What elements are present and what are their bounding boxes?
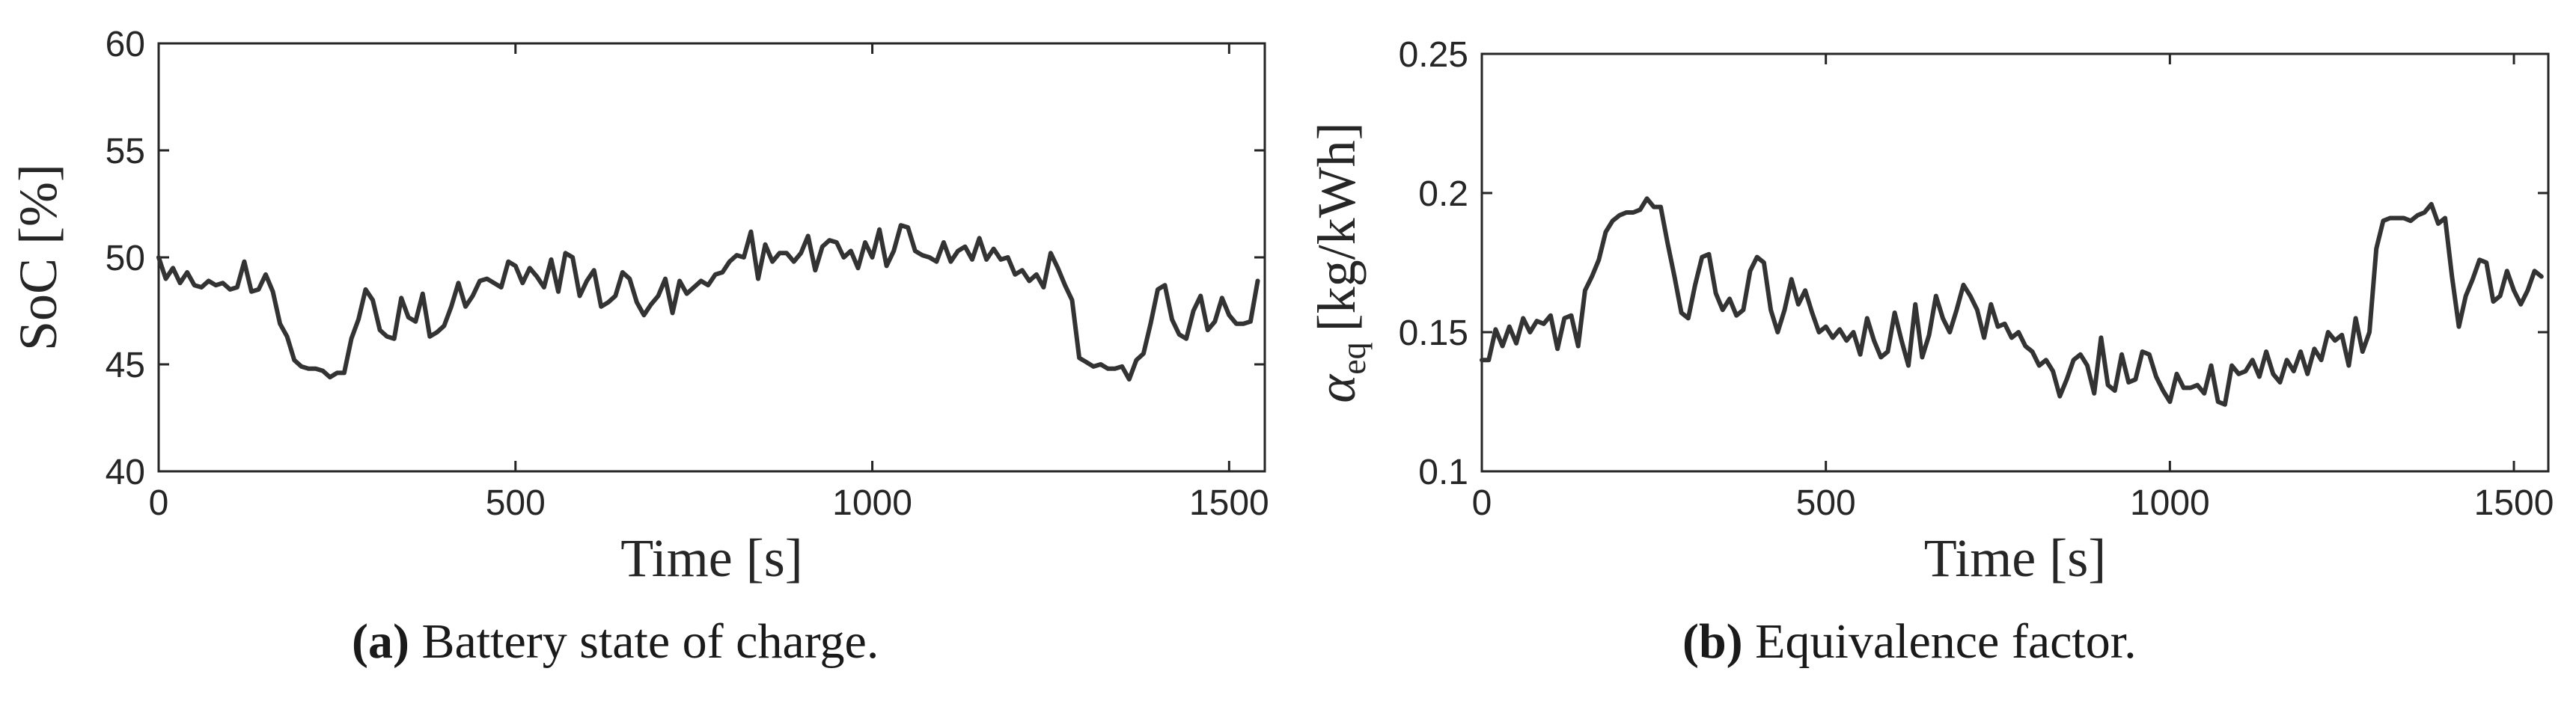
- y-axis-label-symbol: α: [1307, 374, 1367, 403]
- x-axis-label: Time [s]: [620, 528, 802, 588]
- caption-b: (b) Equivalence factor.: [1682, 613, 2137, 670]
- y-tick-label: 0.15: [1399, 313, 1468, 353]
- y-tick-label: 0.25: [1399, 35, 1468, 75]
- caption-a-letter: (a): [352, 614, 409, 669]
- caption-b-letter: (b): [1682, 614, 1743, 669]
- y-tick-label: 0.1: [1418, 453, 1468, 492]
- x-tick-label: 0: [149, 483, 169, 523]
- y-tick-label: 55: [106, 132, 145, 171]
- x-tick-label: 1000: [832, 483, 912, 523]
- x-tick-label: 0: [1472, 483, 1492, 523]
- y-axis-label-subscript: eq: [1334, 342, 1373, 374]
- y-tick-label: 45: [106, 346, 145, 385]
- caption-b-text: Equivalence factor.: [1755, 614, 2137, 669]
- x-tick-label: 1500: [2474, 483, 2554, 523]
- equivalence-factor-chart: 0 500 1000 1500 0.1 0.15 0.2 0.25 Time [s] αeq [kg…: [1307, 35, 2554, 588]
- x-axis-label: Time [s]: [1924, 528, 2106, 588]
- y-axis-label: SoC [%]: [8, 164, 68, 351]
- x-tick-label: 500: [1796, 483, 1856, 523]
- x-tick-label: 500: [486, 483, 546, 523]
- plot-frame: [157, 42, 1266, 473]
- caption-a-text: Battery state of charge.: [421, 614, 879, 669]
- y-axis-label-unit: [kg/kWh]: [1307, 122, 1367, 331]
- y-tick-label: 50: [106, 239, 145, 278]
- plot-frame: [1480, 52, 2550, 473]
- y-tick-label: 0.2: [1418, 174, 1468, 214]
- y-axis-label: αeq [kg/kWh]: [1307, 122, 1373, 402]
- series-line: [156, 223, 1260, 382]
- caption-a: (a) Battery state of charge.: [352, 613, 879, 670]
- x-tick-label: 1000: [2130, 483, 2210, 523]
- x-tick-label: 1500: [1189, 483, 1269, 523]
- soc-chart: 0 500 1000 1500 40 45 50 55 60 Time [s] SoC [%]: [8, 25, 1269, 588]
- y-tick-label: 60: [106, 25, 145, 64]
- series-line: [1480, 196, 2544, 407]
- y-tick-label: 40: [106, 453, 145, 492]
